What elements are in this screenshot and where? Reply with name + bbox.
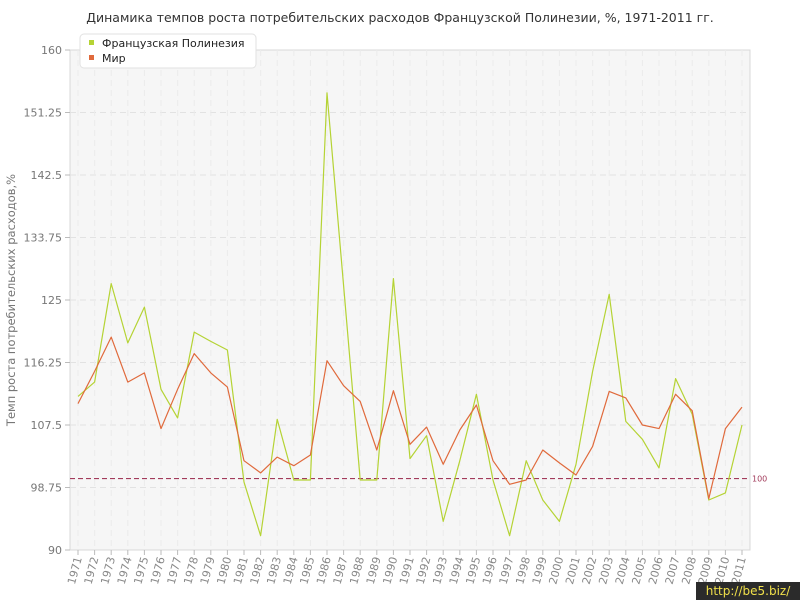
- legend-box: [79, 33, 257, 69]
- series-line-french-polynesia: [77, 92, 743, 537]
- watermark: http://be5.biz/: [696, 582, 800, 600]
- y-tick-label: 116.25: [24, 357, 63, 370]
- legend-swatch-french-polynesia: [89, 40, 94, 45]
- y-tick-label: 98.75: [31, 482, 63, 495]
- y-axis-ticks: 90 98.75 107.5 116.25 125 133.75 142.5 151.25 16…: [24, 44, 70, 557]
- y-tick-label: 133.75: [24, 232, 63, 245]
- reference-line-group: 100: [70, 475, 767, 484]
- series-line-world: [77, 336, 743, 500]
- y-tick-label: 160: [41, 44, 62, 57]
- legend-swatch-world: [89, 55, 94, 60]
- series-group: [77, 92, 743, 537]
- legend: Французская Полинезия Мир: [79, 33, 257, 69]
- reference-line-label: 100: [752, 475, 767, 484]
- chart-title: Динамика темпов роста потребительских ра…: [86, 10, 714, 25]
- legend-label-world: Мир: [102, 52, 126, 65]
- legend-label-french-polynesia: Французская Полинезия: [102, 37, 245, 50]
- y-tick-label: 107.5: [31, 419, 63, 432]
- grid: [70, 50, 750, 550]
- y-tick-label: 142.5: [31, 169, 63, 182]
- y-tick-label: 125: [41, 294, 62, 307]
- y-axis-label: Темп роста потребительских расходов,%: [4, 174, 18, 427]
- y-tick-label: 151.25: [24, 107, 63, 120]
- y-tick-label: 90: [48, 544, 62, 557]
